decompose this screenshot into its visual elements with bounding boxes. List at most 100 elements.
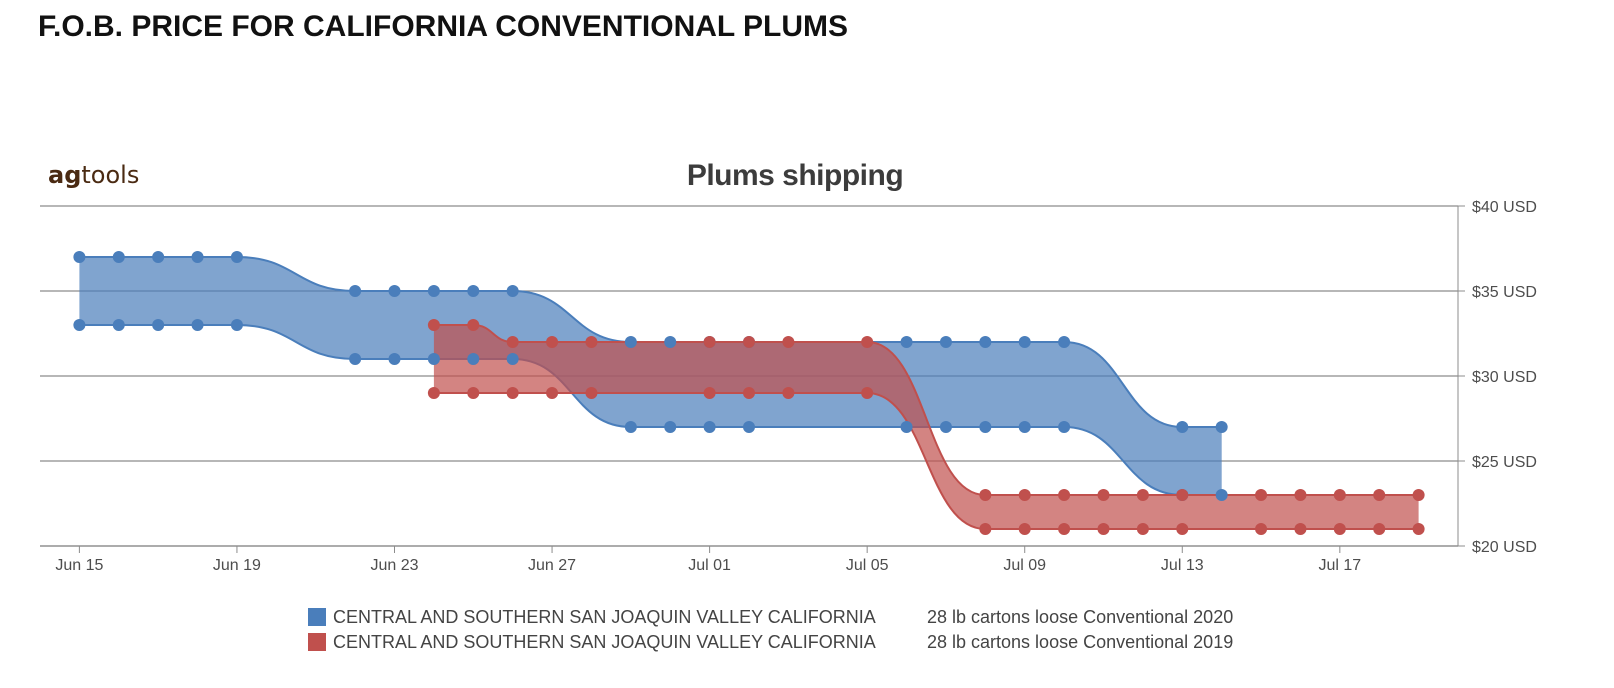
- series-2-low-point: [467, 387, 480, 399]
- series-1-high-point: [1058, 336, 1071, 348]
- series-2-high-point: [1255, 489, 1268, 501]
- series-2-high-point: [1097, 489, 1110, 501]
- series-2-low-point: [427, 387, 440, 399]
- axes: $20 USD $25 USD $30 USD $35 USD $40 USD Jun 1…: [40, 199, 1537, 574]
- chart-title: Plums shipping: [687, 159, 903, 192]
- series-1-high-point: [900, 336, 913, 348]
- series-2-high-point: [782, 336, 795, 348]
- series-1-low-point: [388, 353, 401, 365]
- series-1-high-point: [1215, 421, 1228, 433]
- series-1-low-point: [939, 421, 952, 433]
- x-tick-label: Jul 01: [688, 557, 731, 574]
- series-1-low-point: [664, 421, 677, 433]
- series-2-band: [433, 325, 1419, 529]
- series-2-high-point: [1058, 489, 1071, 501]
- series-2-low-point: [861, 387, 874, 399]
- x-tick-label: Jun 19: [213, 557, 261, 574]
- series-2-high-point: [1333, 489, 1346, 501]
- series-1-low-point: [152, 319, 165, 331]
- legend-detail-2: 28 lb cartons loose Conventional 2019: [927, 632, 1233, 652]
- series-2-high-point: [585, 336, 598, 348]
- series-1-low-point: [1018, 421, 1031, 433]
- series-1-high-point: [624, 336, 637, 348]
- series-2-low-point: [1097, 523, 1110, 535]
- series-1-high-point: [112, 251, 125, 263]
- series-1-high-point: [73, 251, 86, 263]
- series-1-low-point: [624, 421, 637, 433]
- series-2-low-point: [743, 387, 755, 399]
- legend-name-1: CENTRAL AND SOUTHERN SAN JOAQUIN VALLEY …: [333, 607, 876, 627]
- series-2-low-point: [1255, 523, 1268, 535]
- y-tick-label: $40 USD: [1472, 199, 1537, 216]
- x-tick-label: Jun 27: [528, 557, 576, 574]
- series-2-low-point: [1333, 523, 1346, 535]
- y-tick-label: $20 USD: [1472, 539, 1537, 556]
- x-tick-label: Jul 09: [1003, 557, 1046, 574]
- legend-swatch-1: [308, 608, 326, 626]
- legend-detail-1: 28 lb cartons loose Conventional 2020: [927, 607, 1233, 627]
- series-1-high-point: [427, 285, 440, 297]
- series-2-high-point: [546, 336, 559, 348]
- series-2-low-point: [546, 387, 559, 399]
- series-2-high-point: [1018, 489, 1031, 501]
- series-1-low-point: [230, 319, 243, 331]
- legend-swatch-2: [308, 633, 326, 651]
- series-2-low-point: [703, 387, 716, 399]
- series-2-low-point: [585, 387, 598, 399]
- series-1-low-point: [1215, 489, 1228, 501]
- series-1-low-point: [703, 421, 716, 433]
- series-1-high-point: [506, 285, 519, 297]
- legend: CENTRAL AND SOUTHERN SAN JOAQUIN VALLEY …: [308, 607, 1233, 652]
- logo-regular-part: tools: [81, 161, 139, 189]
- series-1-high-point: [467, 285, 480, 297]
- agtools-logo: agtools: [48, 161, 139, 189]
- series-1-high-point: [230, 251, 243, 263]
- series-1-low-point: [349, 353, 362, 365]
- series-2-high-point: [1176, 489, 1189, 501]
- series-1-low-point: [979, 421, 992, 433]
- series-2-low-point: [979, 523, 992, 535]
- page-heading: F.O.B. PRICE FOR CALIFORNIA CONVENTIONAL…: [38, 10, 849, 43]
- series-1-low-point: [506, 353, 519, 365]
- series-1-high-point: [388, 285, 401, 297]
- series-1-low-point: [191, 319, 204, 331]
- series-1-low-point: [427, 353, 440, 365]
- series-2-high-point: [1136, 489, 1149, 501]
- series-2-high-point: [506, 336, 519, 348]
- series-1-low-point: [112, 319, 125, 331]
- series-2-high-point: [467, 319, 480, 331]
- series-2-high-point: [743, 336, 755, 348]
- series-1-low-point: [467, 353, 480, 365]
- series-2-low-point: [1058, 523, 1071, 535]
- series-2-low-point: [1412, 523, 1425, 535]
- series-2-high-point: [1373, 489, 1386, 501]
- y-tick-label: $35 USD: [1472, 284, 1537, 301]
- series-2-high-point: [1294, 489, 1307, 501]
- series-2-low-point: [1294, 523, 1307, 535]
- series-2-high-point: [861, 336, 874, 348]
- series-1-low-point: [743, 421, 755, 433]
- series-2-low-point: [1373, 523, 1386, 535]
- x-tick-label: Jun 15: [55, 557, 103, 574]
- series-2-low-point: [1176, 523, 1189, 535]
- series-1-low-point: [900, 421, 913, 433]
- series-1-high-point: [664, 336, 677, 348]
- series-1-high-point: [1176, 421, 1189, 433]
- y-tick-label: $30 USD: [1472, 369, 1537, 386]
- y-tick-label: $25 USD: [1472, 454, 1537, 471]
- series-2-high-point: [703, 336, 716, 348]
- series-1-high-point: [939, 336, 952, 348]
- series-2-low-point: [1018, 523, 1031, 535]
- series-2-low-point: [506, 387, 519, 399]
- series-2-high-point: [979, 489, 992, 501]
- series-1-low-point: [1058, 421, 1071, 433]
- series-1-high-point: [979, 336, 992, 348]
- x-tick-label: Jun 23: [370, 557, 418, 574]
- series-1-high-point: [1018, 336, 1031, 348]
- series-1-high-point: [349, 285, 362, 297]
- legend-name-2: CENTRAL AND SOUTHERN SAN JOAQUIN VALLEY …: [333, 632, 876, 652]
- logo-bold-part: ag: [48, 161, 81, 189]
- series-2-high-point: [1412, 489, 1425, 501]
- series-markers: [73, 251, 1425, 535]
